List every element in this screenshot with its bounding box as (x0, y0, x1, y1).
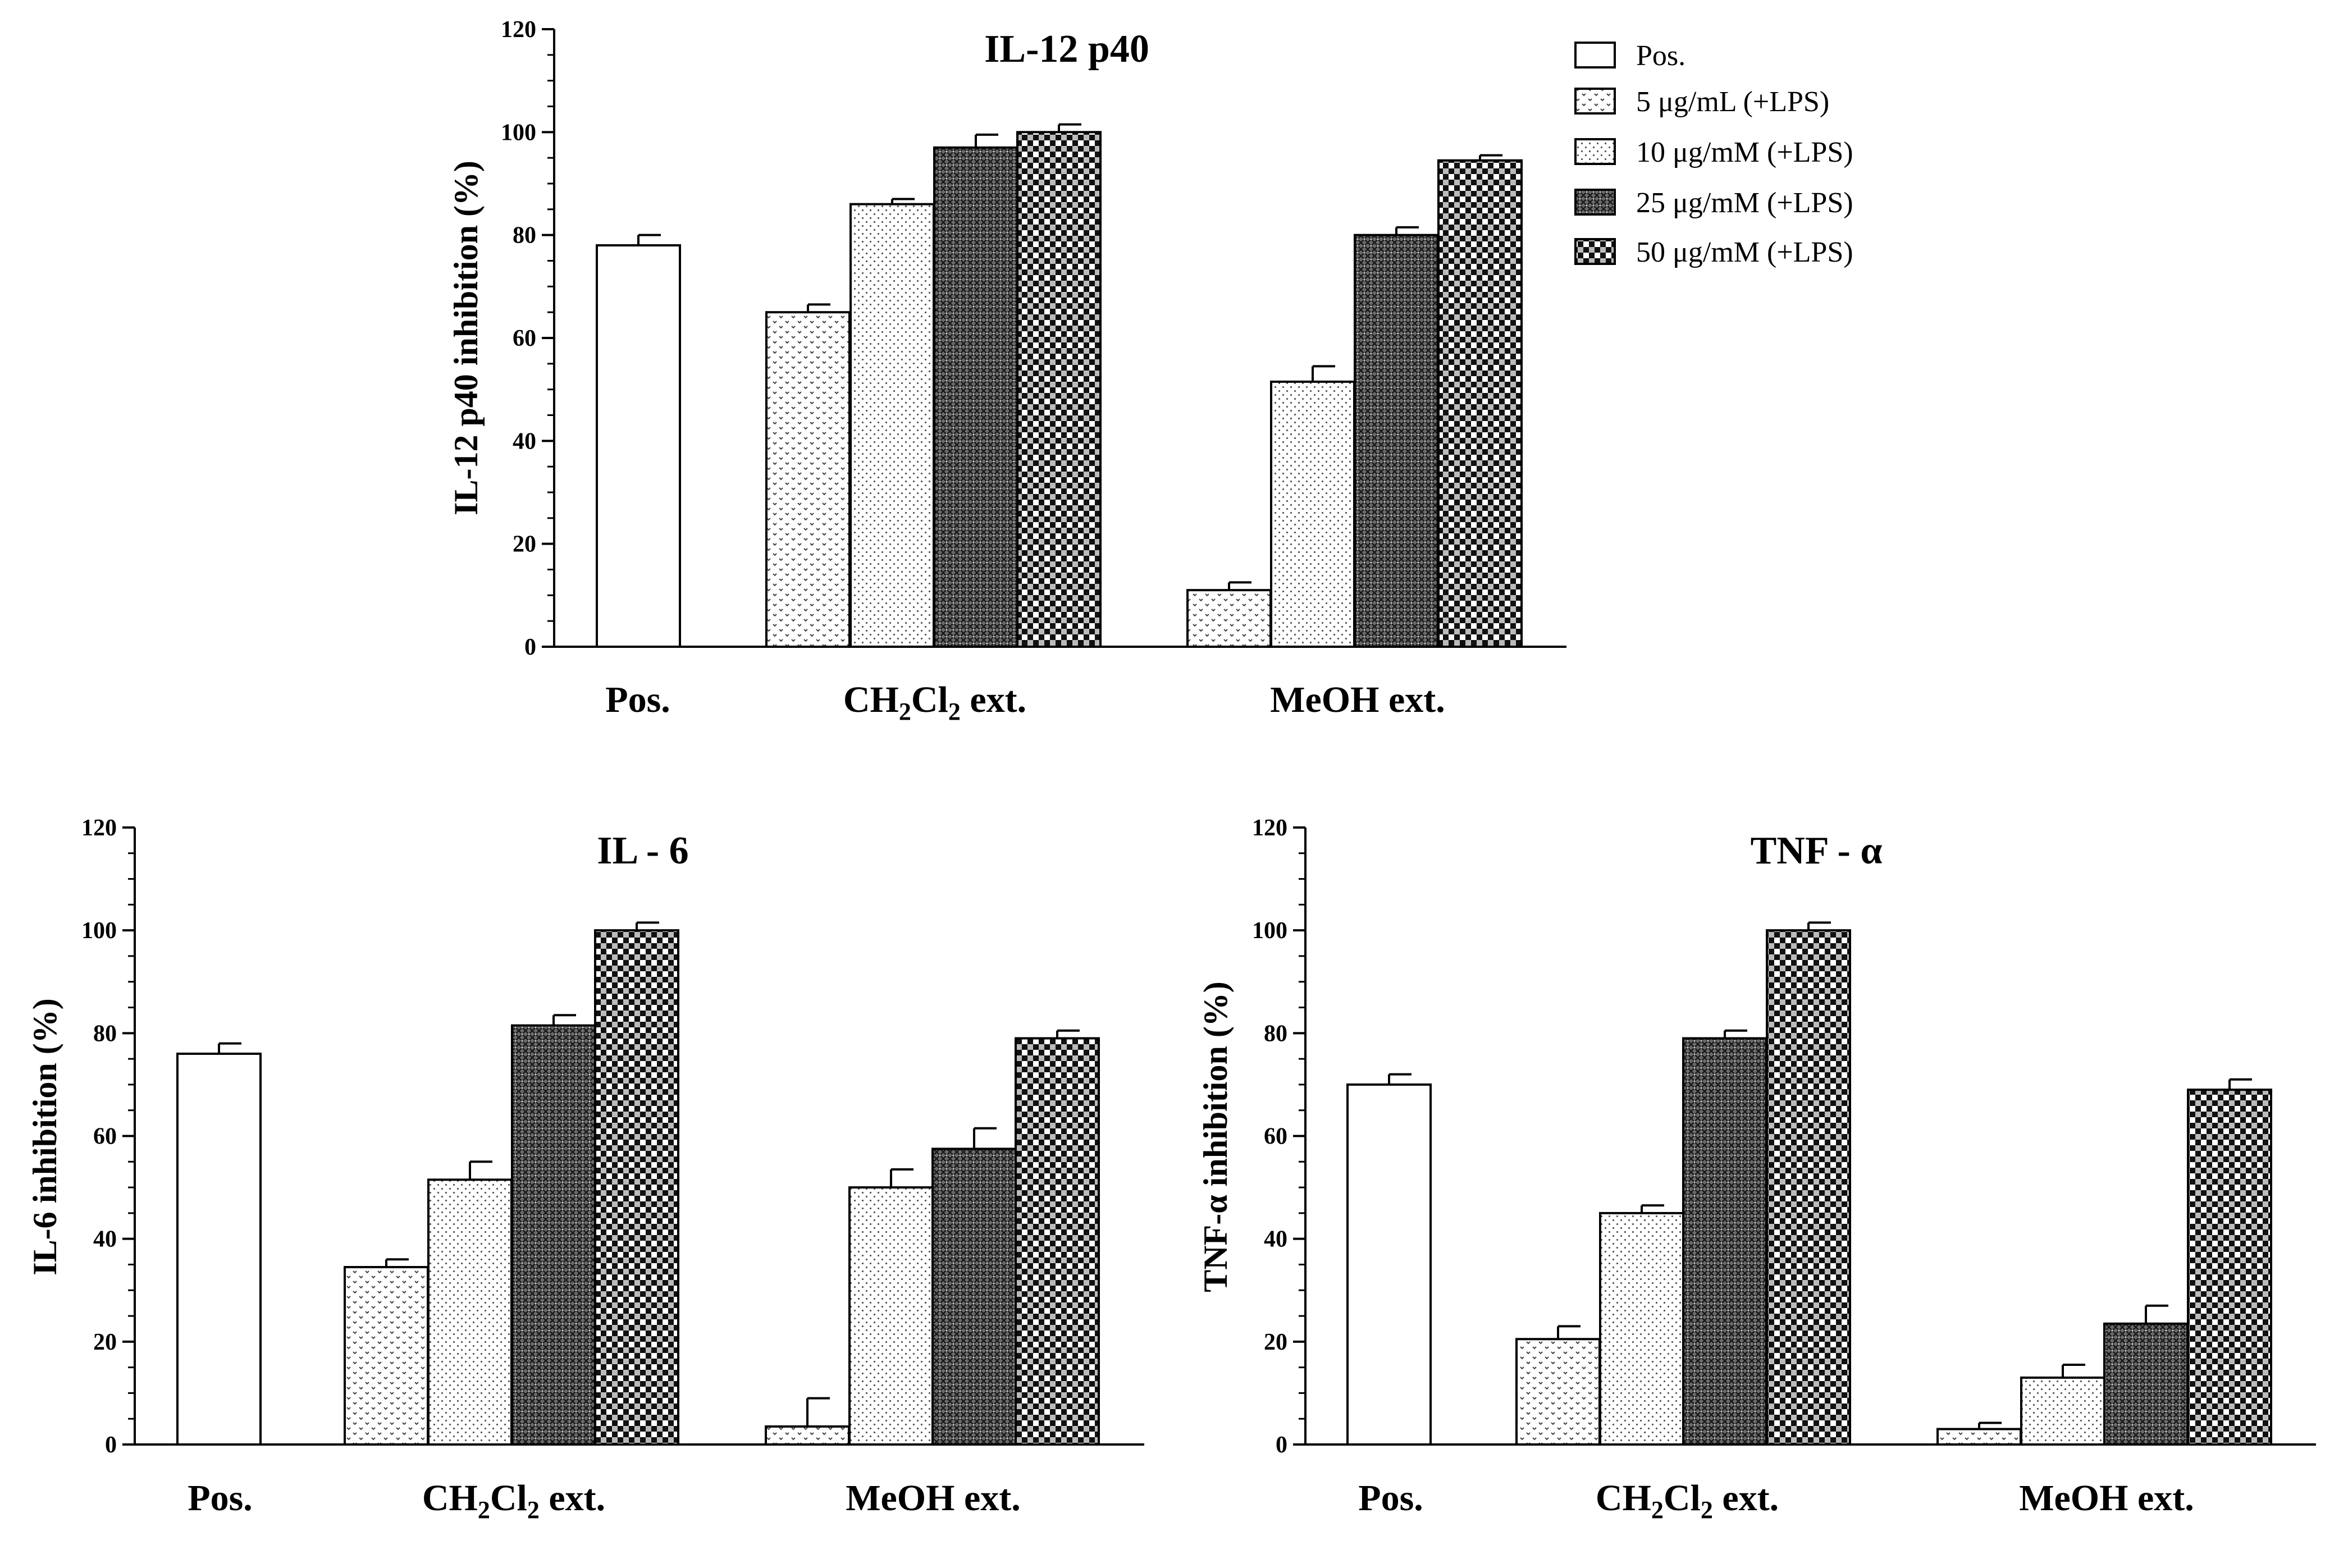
bar (765, 1425, 850, 1446)
bar (344, 1266, 429, 1446)
y-tick-label: 60 (93, 1124, 117, 1150)
legend-label: 10 μg/mM (+LPS) (1636, 136, 1853, 168)
chart-title: IL-12 p40 (984, 28, 1149, 71)
legend-label: 25 μg/mM (+LPS) (1636, 187, 1853, 219)
bar (2020, 1376, 2105, 1446)
y-tick-label: 0 (105, 1432, 117, 1458)
bar (511, 1024, 596, 1446)
y-tick-label: 100 (81, 918, 117, 944)
bar (1437, 159, 1523, 648)
bar (765, 311, 851, 648)
legend-swatch (1574, 238, 1616, 265)
y-tick-label: 120 (501, 17, 536, 43)
legend-label: 50 μg/mM (+LPS) (1636, 236, 1853, 268)
bar (1354, 234, 1439, 648)
bars (1346, 921, 2272, 1446)
bar (2103, 1322, 2189, 1446)
legend-label: Pos. (1636, 40, 1685, 72)
category-label-pos: Pos. (605, 679, 670, 720)
bar (933, 146, 1018, 648)
bar (1936, 1428, 2022, 1446)
bar (1682, 1037, 1767, 1446)
bar (2187, 1089, 2272, 1446)
y-axis-title: IL-6 inhibition (%) (26, 998, 63, 1275)
y-axis-title: TNF-α inhibition (%) (1197, 981, 1234, 1292)
category-label-ch2cl2: CH2Cl2 ext. (422, 1478, 605, 1524)
bar (1015, 1037, 1100, 1446)
bar (1599, 1212, 1684, 1446)
chart-il6: IL - 6 IL-6 inhibition (%) 0 20 40 60 80 100 1… (26, 815, 1144, 1524)
category-labels: Pos. CH2Cl2 ext. MeOH ext. (1358, 1478, 2194, 1524)
chart-il12-p40: IL-12 p40 IL-12 p40 inhibition (%) 0 20 40… (447, 17, 1566, 725)
legend-swatch (1574, 42, 1616, 68)
y-tick-label: 80 (93, 1021, 117, 1046)
bars (176, 921, 1100, 1446)
y-tick-label: 80 (1264, 1021, 1287, 1046)
legend-swatch (1574, 88, 1616, 115)
y-tick-label: 20 (1264, 1329, 1287, 1355)
category-label-meoh: MeOH ext. (846, 1478, 1021, 1519)
y-axis-title: IL-12 p40 inhibition (%) (447, 161, 485, 515)
bar (931, 1148, 1017, 1446)
y-tick-label: 20 (93, 1329, 117, 1355)
y-tick-label: 40 (93, 1227, 117, 1252)
y-tick-label: 120 (81, 815, 117, 841)
bar (1766, 929, 1851, 1446)
legend-entry-5: 5 μg/mL (+LPS) (1574, 86, 1829, 118)
category-label-pos: Pos. (1358, 1478, 1423, 1519)
axes: 0 20 40 60 80 100 120 (501, 17, 1566, 660)
y-tick-label: 0 (524, 634, 536, 660)
legend-entry-10: 10 μg/mM (+LPS) (1574, 136, 1853, 168)
bars (596, 123, 1523, 648)
category-label-ch2cl2: CH2Cl2 ext. (1596, 1478, 1779, 1524)
legend-label: 5 μg/mL (+LPS) (1636, 86, 1829, 118)
category-labels: Pos. CH2Cl2 ext. MeOH ext. (605, 679, 1445, 725)
y-tick-label: 100 (501, 120, 536, 145)
bar (427, 1178, 513, 1446)
category-label-ch2cl2: CH2Cl2 ext. (843, 679, 1026, 725)
chart-title: IL - 6 (597, 829, 688, 872)
legend-entry-25: 25 μg/mM (+LPS) (1574, 187, 1853, 219)
y-tick-label: 120 (1252, 815, 1287, 841)
chart-title: TNF - α (1751, 829, 1883, 872)
bar (1515, 1338, 1601, 1446)
y-tick-label: 80 (513, 223, 536, 249)
y-tick-label: 40 (1264, 1227, 1287, 1252)
bar (596, 244, 681, 648)
category-label-pos: Pos. (188, 1478, 253, 1519)
bar (176, 1052, 262, 1446)
chart-tnf-alpha: TNF - α TNF-α inhibition (%) 0 20 40 60 80 10… (1197, 815, 2316, 1524)
legend-swatch (1574, 189, 1616, 216)
y-tick-label: 100 (1252, 918, 1287, 944)
y-tick-label: 60 (513, 326, 536, 351)
bar (848, 1186, 934, 1446)
legend: Pos. 5 μg/mL (+LPS) 10 μg/mM (+LPS) 25 μ… (1574, 40, 1853, 268)
y-tick-label: 40 (513, 428, 536, 454)
category-label-meoh: MeOH ext. (1270, 679, 1445, 720)
bar (1186, 589, 1272, 648)
bar (1016, 131, 1102, 648)
legend-entry-50: 50 μg/mM (+LPS) (1574, 236, 1853, 268)
category-labels: Pos. CH2Cl2 ext. MeOH ext. (188, 1478, 1021, 1524)
bar (594, 929, 679, 1446)
legend-swatch (1574, 138, 1616, 165)
bar (1346, 1083, 1432, 1446)
y-tick-label: 60 (1264, 1124, 1287, 1150)
legend-entry-pos: Pos. (1574, 40, 1685, 72)
category-label-meoh: MeOH ext. (2019, 1478, 2194, 1519)
y-tick-label: 0 (1276, 1432, 1287, 1458)
bar (849, 203, 935, 648)
y-tick-label: 20 (513, 532, 536, 557)
bar (1270, 380, 1355, 648)
